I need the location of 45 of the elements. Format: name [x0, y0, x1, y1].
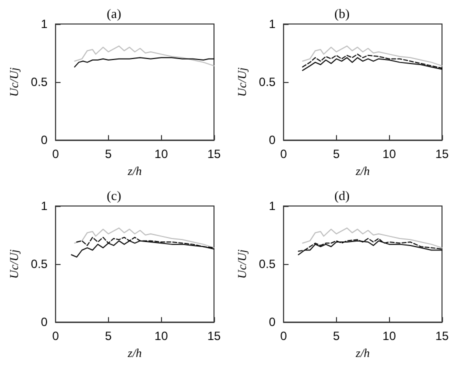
- x-tick-label: 10: [154, 147, 168, 162]
- x-axis-title: z/h: [354, 164, 370, 178]
- y-tick-label: 0.5: [258, 75, 276, 90]
- line-series: [302, 46, 442, 66]
- x-tick-label: 0: [280, 329, 288, 344]
- x-tick-label: 5: [333, 329, 340, 344]
- x-tick-label: 15: [435, 329, 449, 344]
- x-tick-label: 10: [382, 329, 396, 344]
- y-tick-label: 0: [268, 315, 276, 330]
- y-tick-label: 0: [40, 133, 48, 148]
- line-series: [74, 228, 214, 248]
- line-series: [302, 228, 442, 248]
- y-tick-label: 1: [268, 17, 276, 31]
- x-tick-label: 5: [333, 147, 340, 162]
- y-tick-label: 0.5: [30, 75, 48, 90]
- x-axis-title: z/h: [126, 164, 142, 178]
- x-axis-title: z/h: [354, 346, 370, 360]
- y-tick-label: 1: [268, 199, 276, 213]
- chart-title: (a): [106, 6, 122, 21]
- line-series: [74, 46, 214, 66]
- x-axis-title: z/h: [126, 346, 142, 360]
- chart-title: (d): [334, 188, 350, 203]
- y-axis-title: Uc/Uj: [235, 248, 249, 279]
- chart-title: (c): [106, 188, 122, 203]
- x-tick-label: 0: [280, 147, 288, 162]
- y-tick-label: 0: [40, 315, 48, 330]
- y-tick-label: 1: [40, 17, 48, 31]
- x-tick-label: 10: [154, 329, 168, 344]
- y-axis-title: Uc/Uj: [235, 66, 249, 97]
- x-tick-label: 5: [105, 147, 112, 162]
- x-tick-label: 10: [382, 147, 396, 162]
- x-tick-label: 15: [207, 147, 221, 162]
- x-tick-label: 15: [435, 147, 449, 162]
- x-tick-label: 15: [207, 329, 221, 344]
- y-tick-label: 0.5: [258, 257, 276, 272]
- line-series: [74, 57, 214, 68]
- y-axis-title: Uc/Uj: [7, 66, 21, 97]
- y-tick-label: 1: [40, 199, 48, 213]
- x-tick-label: 0: [52, 329, 60, 344]
- x-tick-label: 5: [105, 329, 112, 344]
- y-tick-label: 0: [268, 133, 276, 148]
- y-axis-title: Uc/Uj: [7, 248, 21, 279]
- y-tick-label: 0.5: [30, 257, 48, 272]
- x-tick-label: 0: [52, 147, 60, 162]
- chart-title: (b): [334, 6, 350, 21]
